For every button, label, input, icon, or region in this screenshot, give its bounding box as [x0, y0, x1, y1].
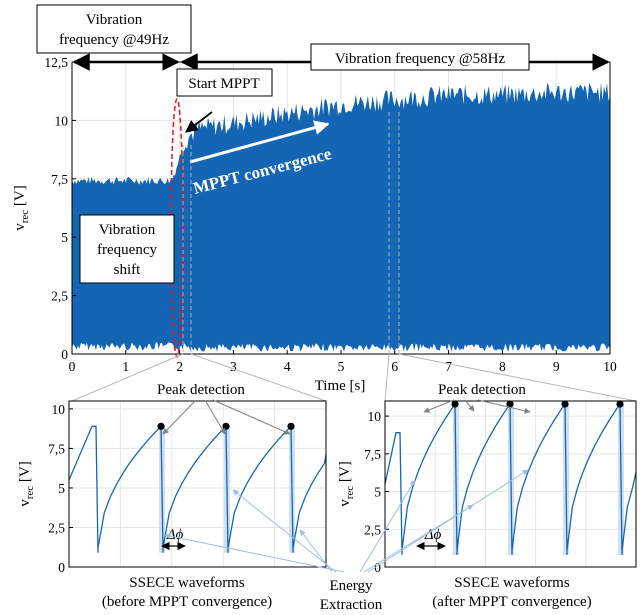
peak-detection-label-left: Peak detection	[157, 382, 245, 398]
peak-arrow-right-1	[423, 399, 455, 413]
subplot-after-peaks	[451, 400, 624, 408]
main-ticks: 0 1 2 3 4 5 6 7 8 9 10 0 2,5 5 7,5 10 12,5	[44, 55, 617, 374]
start-mppt-arrow	[185, 111, 213, 133]
subplot-before-ticks: 0 2,5 5 7,5 10	[48, 402, 73, 575]
peak-detection-label-right: Peak detection	[438, 382, 526, 398]
connector-left-b	[190, 353, 327, 402]
subplot-before-caption-line2: (before MPPT convergence)	[102, 594, 272, 610]
main-ytick-label: 10	[55, 113, 69, 128]
s1-ytick-label: 7,5	[48, 441, 65, 456]
main-xtick-label: 9	[553, 359, 560, 374]
connector-right-a	[384, 353, 390, 402]
subplot-before-waveform	[68, 424, 327, 553]
s1-ytick-label: 2,5	[48, 520, 65, 535]
peak-arrow-left-1	[162, 399, 197, 435]
main-ytick-label: 5	[61, 230, 68, 245]
s2-peak-dot	[561, 400, 569, 408]
main-xtick-label: 1	[122, 359, 129, 374]
subplot-after-ticks: 0 2,5 5 7,5 10	[364, 409, 389, 575]
connector-left-a	[71, 353, 184, 402]
subplot-after-frame	[384, 400, 637, 568]
main-chart: 0 1 2 3 4 5 6 7 8 9 10 0 2,5 5 7,5 10 12,5 Vibration fre…	[12, 4, 617, 394]
subplot-before-frame	[68, 400, 327, 568]
convergence-arrow	[189, 120, 330, 164]
peak-arrow-left-3	[212, 399, 291, 435]
subplot-before-peaks	[157, 422, 295, 430]
main-xtick-label: 6	[391, 359, 398, 374]
s2-ytick-label: 2,5	[364, 522, 381, 537]
freq2-box	[310, 43, 530, 71]
subplot-after-energy-shading	[453, 404, 624, 555]
main-xtick-label: 4	[284, 359, 291, 374]
main-ylabel: vrec [V]	[12, 185, 31, 231]
peak-arrow-left-2	[204, 399, 226, 435]
peak-arrow-right-3	[477, 399, 531, 414]
s1-ytick-label: 10	[52, 402, 66, 417]
s2-peak-dot	[451, 400, 459, 408]
start-mppt-box	[176, 68, 273, 97]
freq2-label: Vibration frequency @58Hz	[335, 51, 506, 67]
energy-arrow-6	[367, 469, 529, 573]
main-xtick-label: 5	[338, 359, 345, 374]
subplot-after-caption-line2: (after MPPT convergence)	[432, 594, 591, 610]
s2-ytick-label: 7,5	[364, 447, 381, 462]
shift-label-line1: Vibration	[99, 222, 156, 238]
s2-ytick-label: 10	[368, 409, 382, 424]
zoom-connectors	[71, 353, 637, 402]
energy-arrow-1	[299, 529, 333, 573]
s2-peak-dot	[616, 400, 624, 408]
main-xtick-label: 0	[69, 359, 76, 374]
s1-ytick-label: 5	[58, 481, 65, 496]
subplot-after-caption-line1: SSECE waveforms	[454, 575, 570, 591]
subplot-after-waveform	[384, 401, 637, 555]
main-signal	[72, 82, 610, 352]
s1-peak-dot	[287, 422, 295, 430]
s1-peak-dot	[157, 422, 165, 430]
main-signal-band	[72, 82, 610, 352]
main-xtick-label: 7	[445, 359, 452, 374]
subplot-before-ylabel: vrec [V]	[17, 461, 36, 507]
subplot-before-delta-label: Δϕ	[166, 527, 184, 543]
shift-label-line3: shift	[114, 262, 142, 278]
s2-peak-dot	[506, 400, 514, 408]
main-ytick-label: 0	[61, 347, 68, 362]
freq1-label-line2: frequency @49Hz	[59, 32, 169, 48]
s1-peak-dot	[222, 422, 230, 430]
main-xtick-label: 8	[499, 359, 506, 374]
main-xtick-label: 2	[176, 359, 183, 374]
subplot-before-caption-line1: SSECE waveforms	[129, 575, 245, 591]
main-xlabel: Time [s]	[315, 378, 366, 394]
connector-right-b	[398, 353, 637, 402]
subplot-after: 0 2,5 5 7,5 10 vrec [V] Δϕ SSECE waveforms (…	[337, 400, 637, 610]
freq1-box	[36, 4, 192, 54]
main-xtick-label: 10	[603, 359, 617, 374]
main-ytick-label: 2,5	[51, 289, 68, 304]
freq1-label-line1: Vibration	[86, 12, 143, 28]
peak-arrow-right-2	[464, 399, 475, 412]
energy-arrow-3	[164, 533, 345, 573]
peak-detection-annotations: Peak detection Peak detection	[157, 382, 531, 435]
energy-arrow-4	[359, 479, 416, 573]
energy-arrow-2	[232, 489, 337, 573]
s1-ytick-label: 0	[58, 560, 65, 575]
s2-ytick-label: 5	[374, 485, 381, 500]
main-ytick-label: 7,5	[51, 172, 68, 187]
main-ytick-label: 12,5	[44, 55, 68, 70]
subplot-after-delta-label: Δϕ	[424, 527, 442, 543]
main-xtick-label: 3	[230, 359, 237, 374]
subplot-after-ylabel: vrec [V]	[337, 461, 356, 507]
subplot-before: 0 2,5 5 7,5 10 vrec [V] Δϕ SSECE waveforms (…	[17, 400, 327, 610]
start-mppt-label: Start MPPT	[188, 76, 259, 92]
shift-label-line2: frequency	[97, 242, 157, 258]
energy-extraction-annotations: Energy Extraction	[164, 469, 529, 613]
energy-label-line2: Extraction	[320, 597, 383, 613]
shift-box	[79, 214, 175, 284]
energy-label-line1: Energy	[329, 578, 373, 594]
s2-ytick-label: 0	[374, 560, 381, 575]
